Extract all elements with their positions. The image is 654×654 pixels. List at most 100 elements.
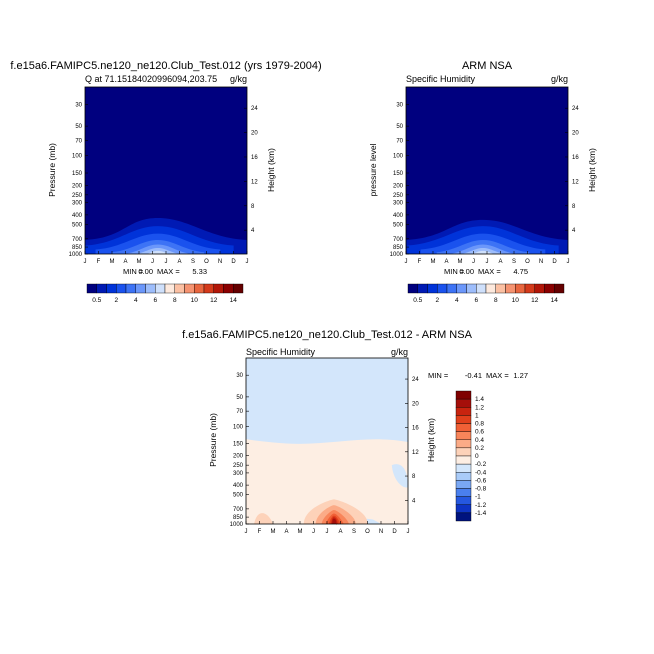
difference-contour-band: [246, 358, 408, 444]
panel-1-max-label: MAX =: [157, 267, 180, 276]
height-tick-label: 20: [412, 401, 419, 407]
pressure-tick-label: 30: [75, 102, 82, 108]
pressure-tick-label: 400: [72, 213, 83, 219]
panel-3-units: g/kg: [391, 347, 408, 357]
month-tick-label: M: [137, 259, 142, 265]
panel-3-height-ticks: 4 8 12 16 20 24: [405, 377, 419, 504]
pressure-tick-label: 150: [72, 171, 83, 177]
colorbar-swatch: [455, 496, 472, 505]
colorbar-swatch: [417, 283, 428, 294]
panel-arm-nsa-observations: ARM NSA Specific Humidity g/kg 305070100…: [368, 60, 597, 304]
difference-contour-band: [391, 464, 408, 488]
colorbar-label: -1.2: [475, 502, 487, 509]
pressure-tick-label: 30: [396, 102, 403, 108]
colorbar-swatch: [455, 504, 472, 514]
month-tick-label: A: [284, 529, 288, 535]
month-tick-label: F: [418, 259, 422, 265]
pressure-tick-label: 300: [233, 471, 244, 477]
panel-1-colorbar: 0.5 2 4 6 8 10 12 14: [86, 283, 244, 304]
panel-1-min-value: 0.00: [138, 267, 153, 276]
panel-1-subtitle: Q at 71.15184020996094,203.75: [85, 74, 217, 84]
panel-3-min-value: -0.41: [465, 371, 482, 380]
pressure-tick-label: 850: [393, 245, 404, 251]
panel-3-contours: [246, 358, 408, 526]
panel-1-height-ticks: 4 8 12 16 20 24: [244, 106, 258, 234]
colorbar-swatch: [233, 283, 244, 294]
panel-3-ylabel-right: Height (km): [426, 418, 436, 462]
colorbar-swatch: [495, 283, 506, 294]
panel-2-contours: [406, 219, 568, 254]
month-tick-label: J: [84, 259, 87, 265]
colorbar-swatch: [455, 512, 472, 522]
colorbar-swatch: [135, 283, 146, 294]
month-tick-label: J: [312, 529, 315, 535]
panel-2-subtitle: Specific Humidity: [406, 74, 476, 84]
colorbar-swatch: [164, 283, 175, 294]
colorbar-swatch: [223, 283, 234, 294]
colorbar-swatch: [505, 283, 516, 294]
pressure-tick-label: 250: [72, 193, 83, 199]
pressure-tick-label: 70: [396, 138, 403, 144]
colorbar-swatch: [437, 283, 448, 294]
colorbar-swatch: [213, 283, 224, 294]
panel-3-title: f.e15a6.FAMIPC5.ne120_ne120.Club_Test.01…: [182, 329, 473, 341]
colorbar-label: 2: [114, 297, 118, 304]
panel-2-colorbar: 0.5 2 4 6 8 10 12 14: [407, 283, 565, 304]
month-tick-label: J: [245, 529, 248, 535]
colorbar-swatch: [455, 455, 472, 465]
colorbar-swatch: [96, 283, 107, 294]
pressure-tick-label: 100: [393, 154, 404, 160]
colorbar-label: 12: [210, 297, 218, 304]
colorbar-swatch: [455, 415, 472, 424]
month-tick-label: O: [365, 529, 370, 535]
colorbar-label: 4: [455, 297, 459, 304]
colorbar-swatch: [544, 283, 555, 294]
colorbar-label: 6: [474, 297, 478, 304]
pressure-tick-label: 150: [393, 171, 404, 177]
pressure-tick-label: 250: [233, 463, 244, 469]
month-tick-label: O: [525, 259, 530, 265]
colorbar-label: 1.2: [475, 404, 484, 411]
month-tick-label: D: [552, 259, 557, 265]
colorbar-swatch: [456, 283, 467, 294]
pressure-tick-label: 300: [393, 201, 404, 207]
panel-3-min-label: MIN =: [428, 371, 449, 380]
colorbar-label: -1: [475, 494, 481, 501]
month-tick-label: S: [191, 259, 195, 265]
colorbar-label: -0.2: [475, 461, 487, 468]
colorbar-swatch: [427, 283, 438, 294]
height-tick-label: 16: [251, 155, 258, 161]
colorbar-swatch: [455, 472, 472, 481]
colorbar-label: 8: [173, 297, 177, 304]
colorbar-label: 0.5: [413, 297, 422, 304]
colorbar-swatch: [106, 283, 117, 294]
height-tick-label: 8: [572, 204, 576, 210]
colorbar-label: 2: [435, 297, 439, 304]
month-tick-label: J: [151, 259, 154, 265]
month-tick-label: N: [539, 259, 543, 265]
month-tick-label: M: [110, 259, 115, 265]
month-tick-label: D: [231, 259, 236, 265]
colorbar-label: 8: [494, 297, 498, 304]
pressure-tick-label: 850: [233, 515, 244, 521]
month-tick-label: M: [271, 529, 276, 535]
colorbar-swatch: [194, 283, 205, 294]
panel-1-min-label: MIN =: [123, 267, 144, 276]
height-tick-label: 20: [251, 131, 258, 137]
colorbar-swatch: [455, 423, 472, 432]
panel-3-max-label: MAX =: [486, 371, 509, 380]
height-tick-label: 24: [251, 106, 258, 112]
colorbar-swatch: [485, 283, 496, 294]
pressure-tick-label: 1000: [230, 522, 244, 528]
colorbar-label: 1: [475, 412, 479, 419]
panel-3-max-value: 1.27: [513, 371, 528, 380]
colorbar-label: -0.8: [475, 486, 487, 493]
panel-1-ylabel: Pressure (mb): [47, 143, 57, 197]
month-tick-label: J: [472, 259, 475, 265]
panel-3-ylabel: Pressure (mb): [208, 413, 218, 467]
